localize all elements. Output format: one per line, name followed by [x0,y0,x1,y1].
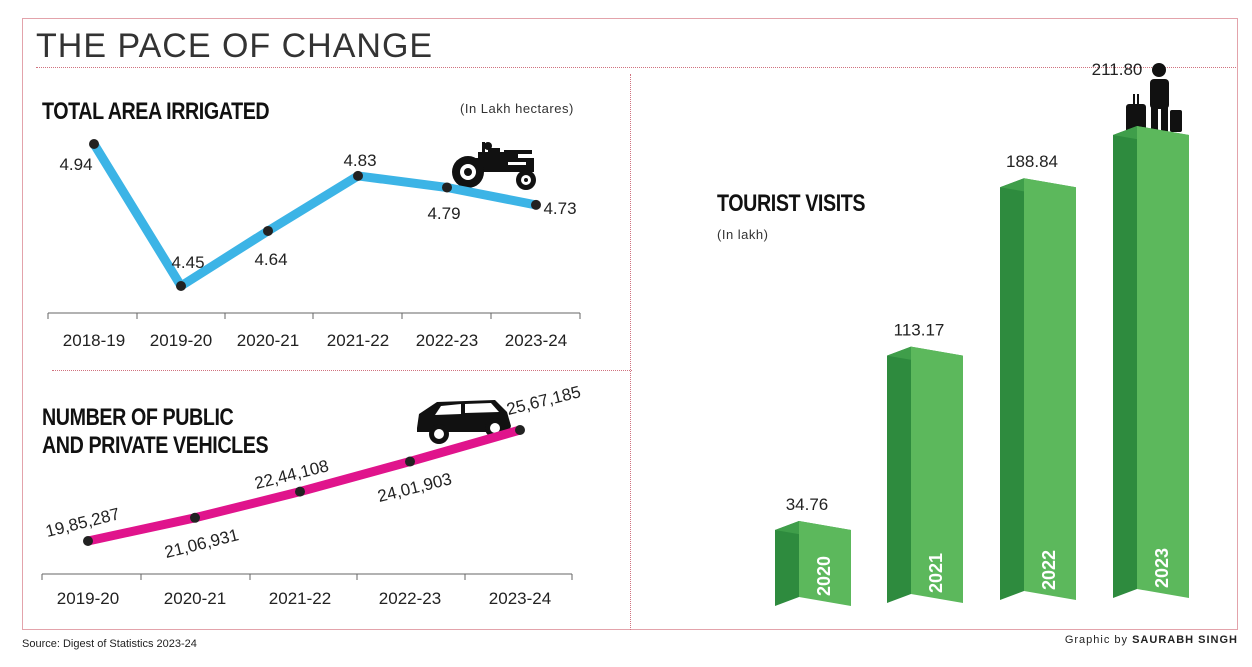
column-divider [630,74,631,630]
irrigation-data-point [89,139,99,149]
credit-name: SAURABH SINGH [1132,634,1238,646]
irrigation-x-tick-label: 2018-19 [63,331,125,350]
vehicles-title: NUMBER OF PUBLIC AND PRIVATE VEHICLES [42,404,269,460]
vehicles-data-label: 25,67,185 [505,382,583,419]
vehicles-title-line-1: NUMBER OF PUBLIC [42,404,234,431]
section-divider [52,370,632,371]
title-divider [36,67,1236,68]
irrigation-unit: (In Lakh hectares) [460,101,574,116]
tourist-bar-year-label: 2020 [814,556,834,596]
irrigation-data-point [353,170,363,181]
tourist-data-label: 34.76 [786,495,829,514]
irrigation-title: TOTAL AREA IRRIGATED [42,98,270,125]
tourist-bar [1137,126,1189,598]
irrigation-x-tick-label: 2023-24 [505,331,567,350]
page-title: THE PACE OF CHANGE [36,27,434,65]
irrigation-data-label: 4.64 [254,250,287,269]
irrigation-data-point [263,225,273,236]
tourist-bar [1024,178,1076,601]
vehicles-data-label: 24,01,903 [376,469,454,506]
tourist-data-label: 188.84 [1006,152,1058,171]
graphic-credit: Graphic by SAURABH SINGH [1065,634,1238,646]
irrigation-data-label: 4.45 [171,253,204,272]
vehicles-x-tick-label: 2023-24 [489,589,551,608]
vehicles-data-point [405,456,415,467]
irrigation-data-label: 4.79 [427,204,460,223]
tractor-icon [452,142,536,190]
tourist-bar [911,346,963,603]
vehicles-series-line [83,425,525,546]
tourist-bar-year-label: 2023 [1152,548,1172,588]
irrigation-x-tick-label: 2021-22 [327,331,389,350]
irrigation-data-point [176,281,186,291]
tourist-bar-side [1000,178,1024,601]
irrigation-x-tick-label: 2020-21 [237,331,299,350]
tourist-luggage-icon [1126,63,1182,134]
irrigation-data-label: 4.94 [59,155,92,174]
car-icon [417,400,511,444]
tourist-data-label: 211.80 [1092,60,1143,79]
vehicles-data-label: 21,06,931 [163,525,241,562]
tourist-bar-side [887,346,911,603]
irrigation-x-tick-label: 2022-23 [416,331,478,350]
tourist-bar-side [775,521,799,606]
vehicles-title-line-2: AND PRIVATE VEHICLES [42,432,269,459]
tourist-title: TOURIST VISITS [717,190,866,217]
tourist-data-label: 113.17 [894,321,945,340]
vehicles-data-point [190,512,200,523]
credit-prefix: Graphic by [1064,634,1129,646]
irrigation-data-point [531,199,541,210]
vehicles-data-point [83,536,93,546]
irrigation-data-label: 4.83 [343,151,376,170]
irrigation-x-tick-label: 2019-20 [150,331,212,350]
tourist-unit: (In lakh) [717,227,769,242]
irrigation-data-point [442,182,452,193]
vehicles-x-tick-label: 2019-20 [57,589,119,608]
tourist-bar-year-label: 2022 [1039,550,1059,590]
irrigation-series-line [89,139,541,291]
vehicles-data-point [295,486,305,497]
vehicles-x-tick-label: 2020-21 [164,589,226,608]
vehicles-x-tick-label: 2022-23 [379,589,441,608]
vehicles-x-tick-label: 2021-22 [269,589,331,608]
source-note: Source: Digest of Statistics 2023-24 [22,638,197,650]
tourist-bar-year-label: 2021 [926,553,946,593]
tourist-bar-side [1113,126,1137,598]
irrigation-data-label: 4.73 [543,199,576,218]
vehicles-data-point [515,425,525,435]
tourist-bar [799,521,851,606]
